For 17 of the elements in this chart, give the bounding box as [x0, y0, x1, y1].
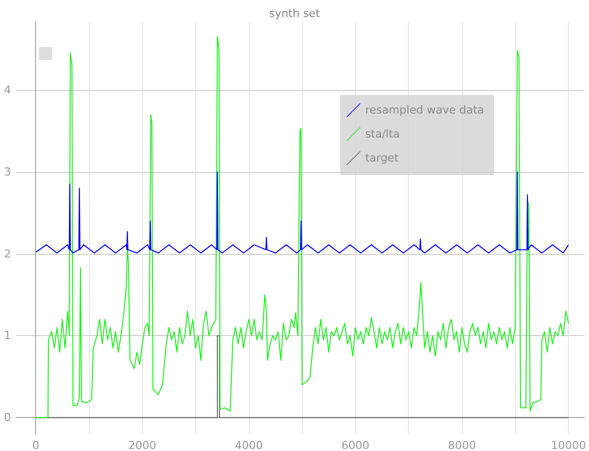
x-tick-label: 2000: [128, 439, 156, 451]
y-tick-label: 3: [4, 165, 11, 178]
y-tick-label: 4: [4, 83, 11, 96]
x-tick-label: 8000: [448, 439, 476, 451]
legend-label: sta/lta: [365, 128, 400, 140]
y-tick-label: 1: [4, 329, 11, 342]
x-tick-label: 6000: [341, 439, 370, 451]
x-tick-label: 4000: [234, 439, 263, 451]
y-tick-label: 2: [4, 247, 11, 260]
chart-title: synth set: [269, 7, 321, 20]
x-tick-label: 0: [32, 439, 40, 451]
legend-label: target: [365, 152, 400, 164]
legend-label: resampled wave data: [365, 104, 484, 116]
x-tick-label: 10000: [551, 439, 586, 451]
y-tick-label: 0: [4, 411, 11, 424]
line-series: [35, 36, 570, 418]
line-series: [35, 171, 570, 254]
